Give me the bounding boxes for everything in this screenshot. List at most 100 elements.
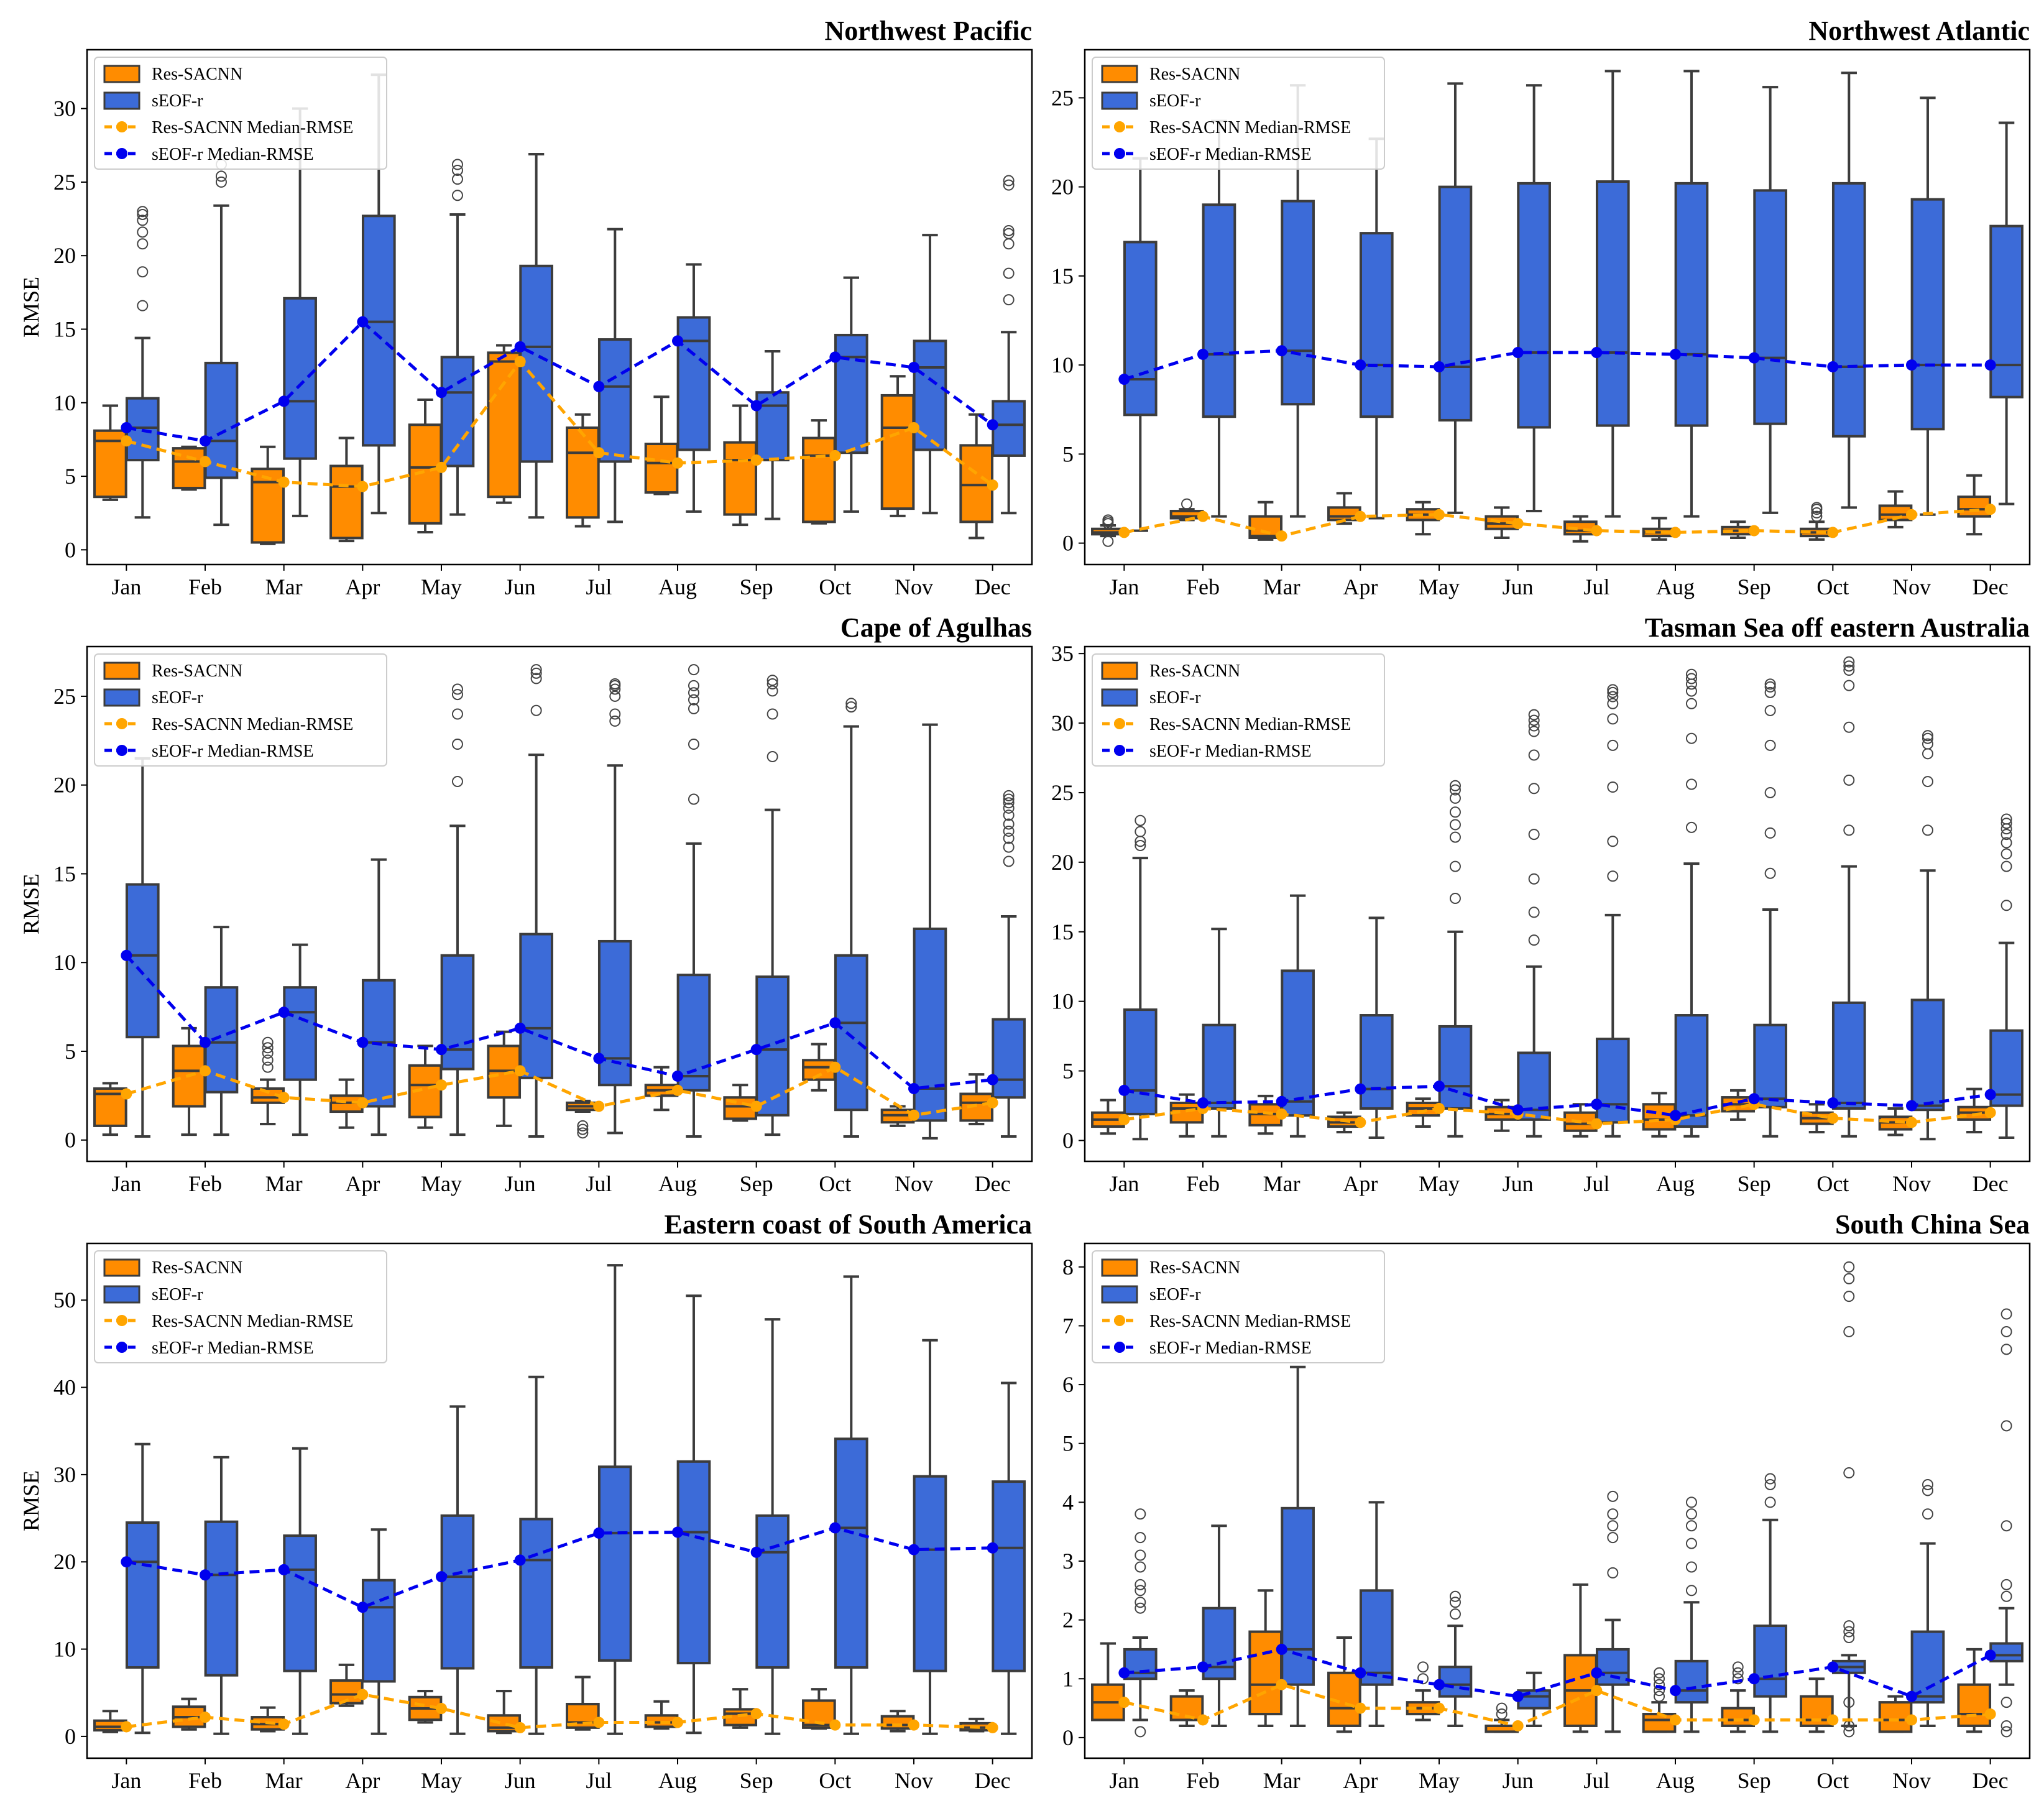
y-tick-label: 0: [65, 537, 76, 562]
x-tick-label: Oct: [1816, 1768, 1849, 1793]
outlier-point: [2000, 1697, 2012, 1708]
y-tick-label: 30: [53, 96, 76, 121]
seof-r-box-dec: [992, 175, 1026, 515]
outlier-point: [262, 1061, 274, 1073]
legend-frame: [1092, 57, 1385, 170]
x-tick-label: Feb: [1186, 1171, 1220, 1196]
seof-r-box-aug: [1674, 70, 1709, 518]
outlier-point: [1003, 841, 1015, 853]
outlier-point: [609, 690, 621, 702]
res-sacnn-box-nov: [880, 1710, 915, 1733]
seof-r-median-point: [1276, 345, 1287, 357]
iqr-box: [1359, 232, 1394, 418]
iqr-box: [1517, 182, 1551, 429]
seof-r-box-nov: [1910, 730, 1945, 1141]
legend-swatch-res-sacnn: [103, 1258, 140, 1277]
res-sacnn-median-line: [126, 1065, 993, 1117]
res-sacnn-median-point: [1984, 1107, 1996, 1118]
res-sacnn-median-point: [1197, 1714, 1208, 1726]
y-tick-label: 6: [1062, 1372, 1074, 1397]
iqr-box: [1989, 1029, 2023, 1107]
outlier-point: [1685, 1508, 1697, 1520]
outlier-point: [1654, 1679, 1665, 1690]
outlier-point: [1003, 294, 1015, 306]
x-tick-label: Feb: [188, 1768, 222, 1793]
outlier-point: [1003, 818, 1015, 830]
legend-swatch-seof-r: [103, 1285, 140, 1304]
x-tick-label: Apr: [345, 1768, 380, 1793]
seof-r-box-mar: [283, 107, 317, 517]
outlier-point: [609, 683, 621, 695]
legend-swatch-res-sacnn: [1101, 661, 1138, 680]
seof-r-median-point: [436, 1044, 447, 1056]
legend-label: Res-SACNN Median-RMSE: [1149, 715, 1351, 734]
x-tick-label: Feb: [1186, 1768, 1220, 1793]
legend-marker: [116, 745, 127, 756]
outlier-point: [530, 667, 542, 679]
outlier-point: [2000, 1325, 2012, 1337]
outlier-point: [1685, 1561, 1697, 1573]
seof-r-box-oct: [1831, 1261, 1866, 1738]
res-sacnn-median-point: [357, 1097, 369, 1109]
outlier-point: [1135, 1549, 1146, 1561]
panel-northwest-atlantic: Northwest Atlantic 0 5 10 15 20 25 Jan Feb Mar Apr…: [1051, 16, 2031, 599]
outlier-point: [2000, 900, 2012, 911]
res-sacnn-median-point: [750, 1100, 762, 1112]
res-sacnn-median-point: [672, 457, 683, 469]
res-sacnn-median-point: [829, 1061, 841, 1073]
x-tick-label: Mar: [265, 574, 303, 599]
res-sacnn-median-point: [278, 1092, 290, 1104]
y-tick-label: 10: [53, 950, 76, 975]
seof-r-box-may: [1438, 1590, 1473, 1727]
y-tick-label: 10: [1051, 989, 1074, 1014]
legend-label: sEOF-r: [1149, 688, 1201, 708]
y-tick-label: 5: [1062, 1059, 1074, 1084]
res-sacnn-box-mar: [1248, 1589, 1283, 1727]
outlier-point: [2000, 848, 2012, 860]
iqr-box: [519, 264, 553, 463]
y-axis-label: RMSE: [19, 873, 44, 934]
res-sacnn-median-point: [1197, 510, 1208, 522]
seof-r-median-line: [1123, 1084, 1991, 1117]
iqr-box: [1281, 969, 1315, 1117]
res-sacnn-box-jul: [566, 413, 600, 528]
outlier-point: [1843, 824, 1855, 836]
outlier-point: [2000, 860, 2012, 872]
res-sacnn-box-jan: [93, 404, 127, 501]
y-tick-label: 0: [65, 1128, 76, 1153]
iqr-box: [1957, 1683, 1992, 1727]
panel-cape-of-agulhas: Cape of Agulhas 0 5 10 15 20 25 RMSE Jan Feb Mar Ap…: [19, 612, 1033, 1196]
seof-r-median-point: [278, 395, 290, 407]
outlier-point: [1449, 1608, 1461, 1620]
outlier-point: [1843, 680, 1855, 691]
outlier-point: [1607, 1508, 1619, 1520]
outlier-point: [1685, 821, 1697, 833]
x-tick-label: Oct: [1816, 1171, 1849, 1196]
outlier-point: [1922, 748, 1933, 760]
outlier-point: [1764, 686, 1776, 698]
seof-r-box-feb: [204, 1455, 239, 1735]
iqr-box: [1910, 998, 1945, 1112]
outlier-point: [451, 159, 463, 170]
y-tick-label: 30: [1051, 711, 1074, 735]
outlier-point: [2000, 1726, 2012, 1738]
res-sacnn-median-line: [1123, 1683, 1991, 1728]
seof-r-median-point: [121, 1556, 132, 1568]
x-tick-label: Jun: [1503, 574, 1534, 599]
legend-frame: [1092, 1250, 1385, 1363]
iqr-box: [1438, 1025, 1473, 1110]
res-sacnn-median-point: [1984, 504, 1996, 515]
x-tick-label: Aug: [1656, 1768, 1695, 1793]
seof-r-median-point: [908, 361, 919, 373]
iqr-box: [204, 361, 239, 479]
legend-label: sEOF-r Median-RMSE: [1149, 1339, 1312, 1358]
outlier-point: [1135, 1585, 1146, 1597]
legend-swatch-seof-r: [103, 91, 140, 110]
seof-r-median-point: [908, 1082, 919, 1094]
seof-r-median-point: [1434, 361, 1445, 372]
seof-r-median-line: [1124, 1648, 1991, 1699]
panel-title: Tasman Sea off eastern Australia: [1645, 612, 2030, 643]
res-sacnn-box-oct: [1800, 1677, 1834, 1733]
y-tick-label: 20: [53, 1549, 76, 1574]
iqr-box: [1595, 180, 1630, 427]
